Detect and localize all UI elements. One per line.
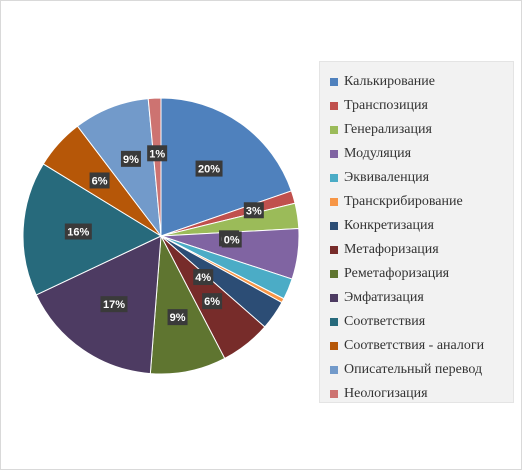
svg-text:17%: 17% (103, 299, 125, 311)
data-label-9: 9% (167, 309, 188, 326)
legend-label: Эмфатизация (344, 290, 424, 305)
svg-text:0%: 0% (224, 234, 240, 246)
data-label-14: 1% (147, 145, 168, 162)
legend-item-13: Описательный перевод (330, 358, 513, 382)
data-label-11: 16% (64, 223, 92, 240)
data-label-12: 6% (89, 172, 110, 189)
legend-swatch (330, 198, 338, 206)
legend-item-1: Калькирование (330, 70, 513, 94)
legend-label: Эквиваленция (344, 170, 430, 185)
svg-text:4%: 4% (195, 272, 211, 284)
legend-item-3: Генерализация (330, 118, 513, 142)
legend-label: Калькирование (344, 74, 435, 89)
legend-swatch (330, 366, 338, 374)
legend-label: Соответствия (344, 314, 426, 329)
legend-swatch (330, 390, 338, 398)
svg-text:1%: 1% (149, 148, 165, 160)
legend-label: Неологизация (344, 386, 428, 401)
pie-slice-10 (35, 235, 162, 375)
legend-item-10: Эмфатизация (330, 286, 513, 310)
data-label-13: 9% (120, 150, 141, 167)
svg-text:9%: 9% (170, 312, 186, 324)
pie-chart: 20%3%6%0%4%6%9%17%16%6%9%1% (22, 97, 300, 375)
legend-item-12: Соответствия - аналоги (330, 334, 513, 358)
data-label-7: 4% (193, 269, 214, 286)
legend-swatch (330, 102, 338, 110)
pie-slice-14 (147, 97, 162, 237)
legend-item-2: Транспозиция (330, 94, 513, 118)
legend-label: Метафоризация (344, 242, 439, 257)
legend-label: Соответствия - аналоги (344, 338, 485, 353)
data-label-6: 0% (221, 231, 242, 248)
svg-text:16%: 16% (67, 227, 89, 239)
legend-swatch (330, 342, 338, 350)
legend-item-5: Эквиваленция (330, 166, 513, 190)
svg-text:3%: 3% (246, 205, 262, 217)
legend-swatch (330, 174, 338, 182)
legend-swatch (330, 270, 338, 278)
legend-item-4: Модуляция (330, 142, 513, 166)
legend-item-7: Конкретизация (330, 214, 513, 238)
legend-label: Генерализация (344, 122, 432, 137)
legend-item-14: Неологизация (330, 382, 513, 406)
data-label-3: 3% (243, 202, 264, 219)
legend-swatch (330, 318, 338, 326)
pie-slice-11 (22, 163, 163, 296)
legend-swatch (330, 222, 338, 230)
legend-label: Конкретизация (344, 218, 434, 233)
legend-label: Транспозиция (344, 98, 428, 113)
legend-label: Транскрибирование (344, 194, 463, 209)
data-label-10: 17% (100, 296, 128, 313)
svg-text:20%: 20% (198, 164, 220, 176)
pie-slice-1 (160, 97, 293, 237)
legend-label: Реметафоризация (344, 266, 450, 281)
legend-label: Описательный перевод (344, 362, 483, 377)
legend-swatch (330, 78, 338, 86)
legend-item-11: Соответствия (330, 310, 513, 334)
legend-swatch (330, 246, 338, 254)
legend-item-6: Транскрибирование (330, 190, 513, 214)
svg-text:9%: 9% (123, 154, 139, 166)
legend: Калькирование Транспозиция Генерализация Мо… (319, 61, 514, 403)
data-label-8: 6% (202, 293, 223, 310)
data-label-1: 20% (195, 160, 223, 177)
svg-text:6%: 6% (92, 175, 108, 187)
svg-text:6%: 6% (204, 296, 220, 308)
legend-item-8: Метафоризация (330, 238, 513, 262)
legend-item-9: Реметафоризация (330, 262, 513, 286)
legend-swatch (330, 150, 338, 158)
legend-swatch (330, 126, 338, 134)
legend-swatch (330, 294, 338, 302)
legend-label: Модуляция (344, 146, 412, 161)
